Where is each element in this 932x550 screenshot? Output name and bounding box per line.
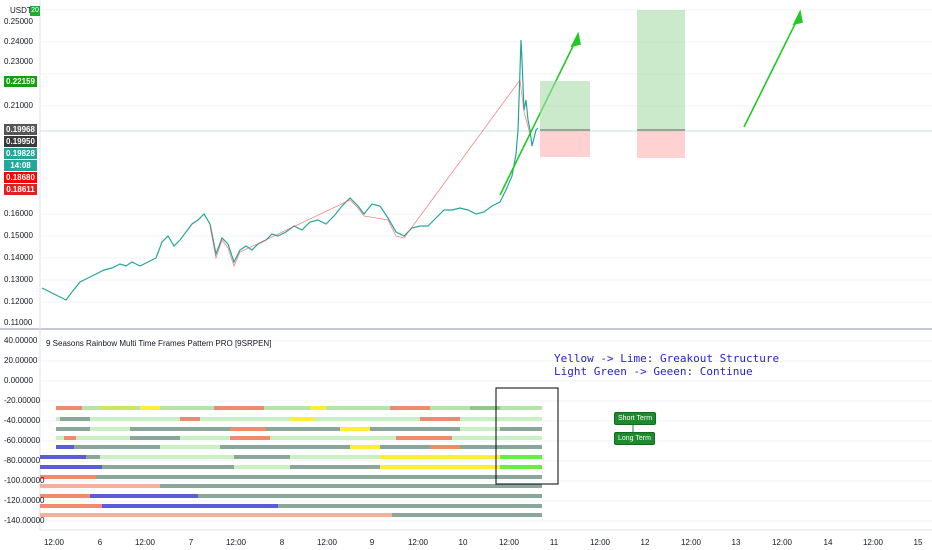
time-axis-label: 12:00 — [862, 538, 884, 547]
indicator-axis-label: 40.00000 — [4, 336, 38, 345]
price-tag-last: 0.19828 — [4, 148, 37, 159]
indicator-axis-label: -60.00000 — [4, 436, 41, 445]
price-axis-label: 0.21000 — [4, 101, 33, 110]
time-axis-label: 15 — [913, 538, 923, 547]
time-axis-label: 10 — [458, 538, 468, 547]
stop-zone-2[interactable] — [637, 131, 685, 158]
time-axis-label: 14 — [823, 538, 833, 547]
countdown-tag: 14:08 — [4, 160, 37, 171]
price-axis-label: 0.13000 — [4, 275, 33, 284]
price-series — [41, 39, 539, 301]
price-series-down — [209, 78, 531, 268]
price-axis-label: 0.14000 — [4, 253, 33, 262]
indicator-axis-label: -120.00000 — [4, 496, 45, 505]
indicator-axis-label: -80.00000 — [4, 456, 41, 465]
time-axis-label: 12:00 — [680, 538, 702, 547]
time-axis-label: 12:00 — [134, 538, 156, 547]
time-axis-label: 12:00 — [407, 538, 429, 547]
time-axis-label: 7 — [188, 538, 194, 547]
indicator-axis-label: 0.00000 — [4, 376, 33, 385]
time-axis-label: 12:00 — [43, 538, 65, 547]
indicator-title[interactable]: 9 Seasons Rainbow Multi Time Frames Patt… — [46, 339, 272, 348]
currency-label: USDT — [10, 6, 32, 15]
time-axis-label: 12:00 — [589, 538, 611, 547]
time-axis-label: 12 — [640, 538, 650, 547]
time-axis-label: 12:00 — [316, 538, 338, 547]
annotation-line-1[interactable]: Yellow -> Lime: Greakout Structure — [554, 352, 780, 365]
price-axis-label: 0.15000 — [4, 231, 33, 240]
indicator-axis-label: 20.00000 — [4, 356, 38, 365]
time-axis-label: 11 — [549, 538, 559, 547]
price-tag-target: 0.22159 — [4, 76, 37, 87]
annotation-line-2[interactable]: Light Green -> Geeen: Continue — [554, 365, 753, 378]
indicator-axis-label: -140.00000 — [4, 516, 45, 525]
short-term-button[interactable]: Short Term — [614, 412, 657, 425]
grid — [40, 9, 932, 522]
time-axis-label: 12:00 — [498, 538, 520, 547]
time-axis-label: 12:00 — [771, 538, 793, 547]
time-axis-label: 13 — [731, 538, 741, 547]
time-axis-label: 6 — [97, 538, 103, 547]
rainbow-rows — [40, 406, 542, 517]
price-axis-label: 0.16000 — [4, 209, 33, 218]
price-axis-label: 0.23000 — [4, 57, 33, 66]
time-axis-label: 12:00 — [225, 538, 247, 547]
price-tag-stop: 0.18680 — [4, 172, 37, 183]
highlight-box[interactable] — [495, 387, 559, 485]
trend-arrows[interactable] — [499, 9, 803, 196]
currency-badge[interactable]: 20 — [30, 6, 40, 16]
time-axis-label: 9 — [369, 538, 375, 547]
indicator-axis-label: -100.00000 — [4, 476, 45, 485]
target-zone-2[interactable] — [637, 10, 685, 130]
price-tag-entry: 0.19950 — [4, 136, 37, 147]
price-axis-label: 0.25000 — [4, 17, 33, 26]
price-axis-label: 0.11000 — [4, 318, 33, 327]
target-zone-1[interactable] — [540, 81, 590, 130]
price-tag-stop-2: 0.18611 — [4, 184, 37, 195]
price-tag-high: 0.19968 — [4, 124, 37, 135]
time-axis-label: 8 — [279, 538, 285, 547]
price-axis-label: 0.12000 — [4, 297, 33, 306]
long-term-button[interactable]: Long Term — [614, 432, 655, 445]
indicator-axis-label: -40.00000 — [4, 416, 41, 425]
indicator-axis-label: -20.00000 — [4, 396, 41, 405]
stop-zone-1[interactable] — [540, 131, 590, 157]
price-axis-label: 0.24000 — [4, 37, 33, 46]
